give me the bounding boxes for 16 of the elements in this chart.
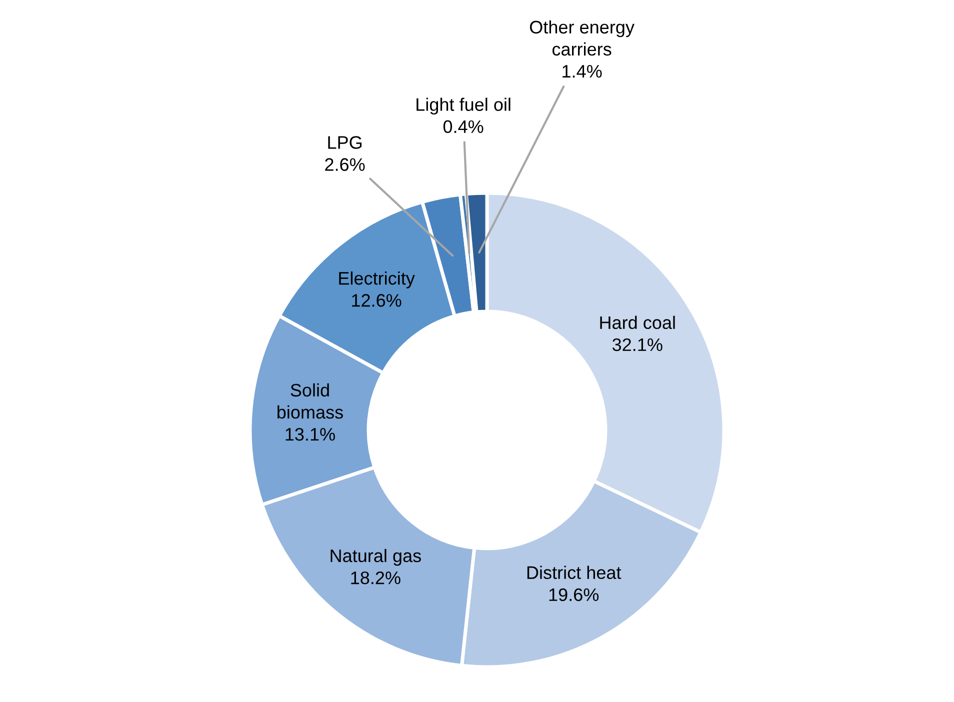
data-label: 13.1% xyxy=(286,428,335,441)
data-label: 18.2% xyxy=(351,571,400,584)
slice-label: Natural gas xyxy=(330,548,421,566)
slice-label: Light fuel oil xyxy=(416,98,510,115)
data-label: 19.6% xyxy=(549,588,599,602)
data-label: 32.1% xyxy=(612,338,662,352)
slice-label: Electricity xyxy=(339,271,415,288)
data-label: 1.4% xyxy=(562,65,602,78)
data-label: 2.6% xyxy=(325,158,365,171)
slice-label: Hard coal xyxy=(600,316,675,330)
slice-label: Solid biomass xyxy=(278,383,343,419)
slice-label: District heat xyxy=(527,566,622,580)
slice-label: Other energy carriers xyxy=(530,20,634,56)
data-label: 12.6% xyxy=(352,294,402,307)
slice-label: LPG xyxy=(328,136,362,149)
data-label: 0.4% xyxy=(443,120,484,134)
